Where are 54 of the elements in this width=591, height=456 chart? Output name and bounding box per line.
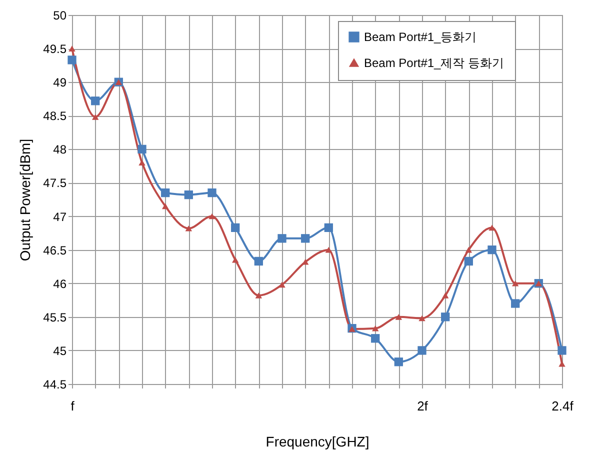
point xyxy=(255,292,262,298)
y-tick-label: 47 xyxy=(53,210,67,224)
y-tick-label: 44.5 xyxy=(43,378,67,392)
point xyxy=(442,292,449,298)
point xyxy=(301,234,310,243)
point xyxy=(138,160,146,166)
y-tick-label: 47.5 xyxy=(43,176,67,190)
point xyxy=(441,312,450,322)
y-tick-label: 45.5 xyxy=(43,310,67,324)
point xyxy=(161,188,170,198)
x-tick-label: 2.4f xyxy=(552,398,574,414)
point xyxy=(488,245,496,254)
x-axis-title: Frequency[GHZ] xyxy=(266,434,370,450)
point xyxy=(372,325,379,332)
point xyxy=(278,234,286,243)
x-tick-label: f xyxy=(70,398,75,414)
point xyxy=(324,223,333,232)
legend-label: Beam Port#1_제작 등화기 xyxy=(364,56,504,70)
y-tick-label: 48 xyxy=(53,142,67,157)
x-tick-label: 2f xyxy=(417,398,428,414)
legend-label: Beam Port#1_등화기 xyxy=(364,30,477,44)
point xyxy=(91,96,100,106)
point xyxy=(465,246,472,253)
point xyxy=(208,188,216,198)
point xyxy=(231,223,240,232)
point xyxy=(184,190,193,200)
y-tick-label: 50 xyxy=(53,8,67,22)
point xyxy=(348,326,356,332)
point xyxy=(418,346,426,355)
point xyxy=(254,256,263,266)
point xyxy=(395,314,402,320)
point xyxy=(464,256,473,266)
point xyxy=(208,213,216,220)
point xyxy=(512,280,519,286)
point xyxy=(558,346,566,355)
point xyxy=(278,282,286,288)
y-tick-label: 49 xyxy=(53,76,67,90)
point xyxy=(511,299,520,308)
point xyxy=(232,256,239,263)
point xyxy=(92,114,99,120)
y-tick-label: 46.5 xyxy=(43,243,67,258)
y-axis-title: Output Power[dBm] xyxy=(17,138,34,262)
point xyxy=(418,315,426,322)
point xyxy=(68,56,76,64)
y-tick-label: 48.5 xyxy=(43,109,67,124)
point xyxy=(185,225,192,232)
y-tick-label: 49.5 xyxy=(43,42,67,56)
y-tick-label: 46 xyxy=(53,276,67,291)
point xyxy=(394,358,403,366)
point xyxy=(488,224,496,231)
point xyxy=(138,144,146,154)
point xyxy=(162,203,169,210)
point xyxy=(371,334,380,343)
y-tick-label: 45 xyxy=(53,344,67,358)
